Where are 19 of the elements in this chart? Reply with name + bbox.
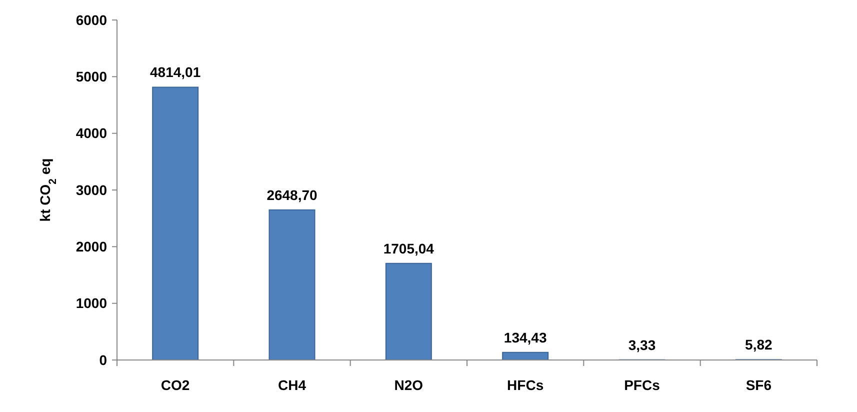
x-tick-label: PFCs <box>624 377 660 393</box>
y-tick-label: 0 <box>99 352 108 368</box>
x-tick-label: SF6 <box>746 377 772 393</box>
data-label: 5,82 <box>745 336 773 353</box>
data-label: 134,43 <box>504 329 547 346</box>
data-label: 3,33 <box>628 336 656 353</box>
y-tick-label: 4000 <box>76 125 108 142</box>
y-tick-label: 6000 <box>76 12 108 28</box>
data-label: 4814,01 <box>150 64 201 80</box>
data-label: 1705,04 <box>383 240 434 256</box>
y-tick-label: 2000 <box>76 238 108 255</box>
y-tick-label: 1000 <box>76 295 108 312</box>
y-tick-label: 5000 <box>76 68 108 85</box>
x-tick-label: HFCs <box>507 377 544 393</box>
x-tick-label: N2O <box>394 377 424 393</box>
x-tick-label: CO2 <box>160 377 190 393</box>
x-tick-label: CH4 <box>278 377 306 393</box>
data-label: 2648,70 <box>266 186 318 203</box>
y-tick-label: 3000 <box>76 182 108 198</box>
